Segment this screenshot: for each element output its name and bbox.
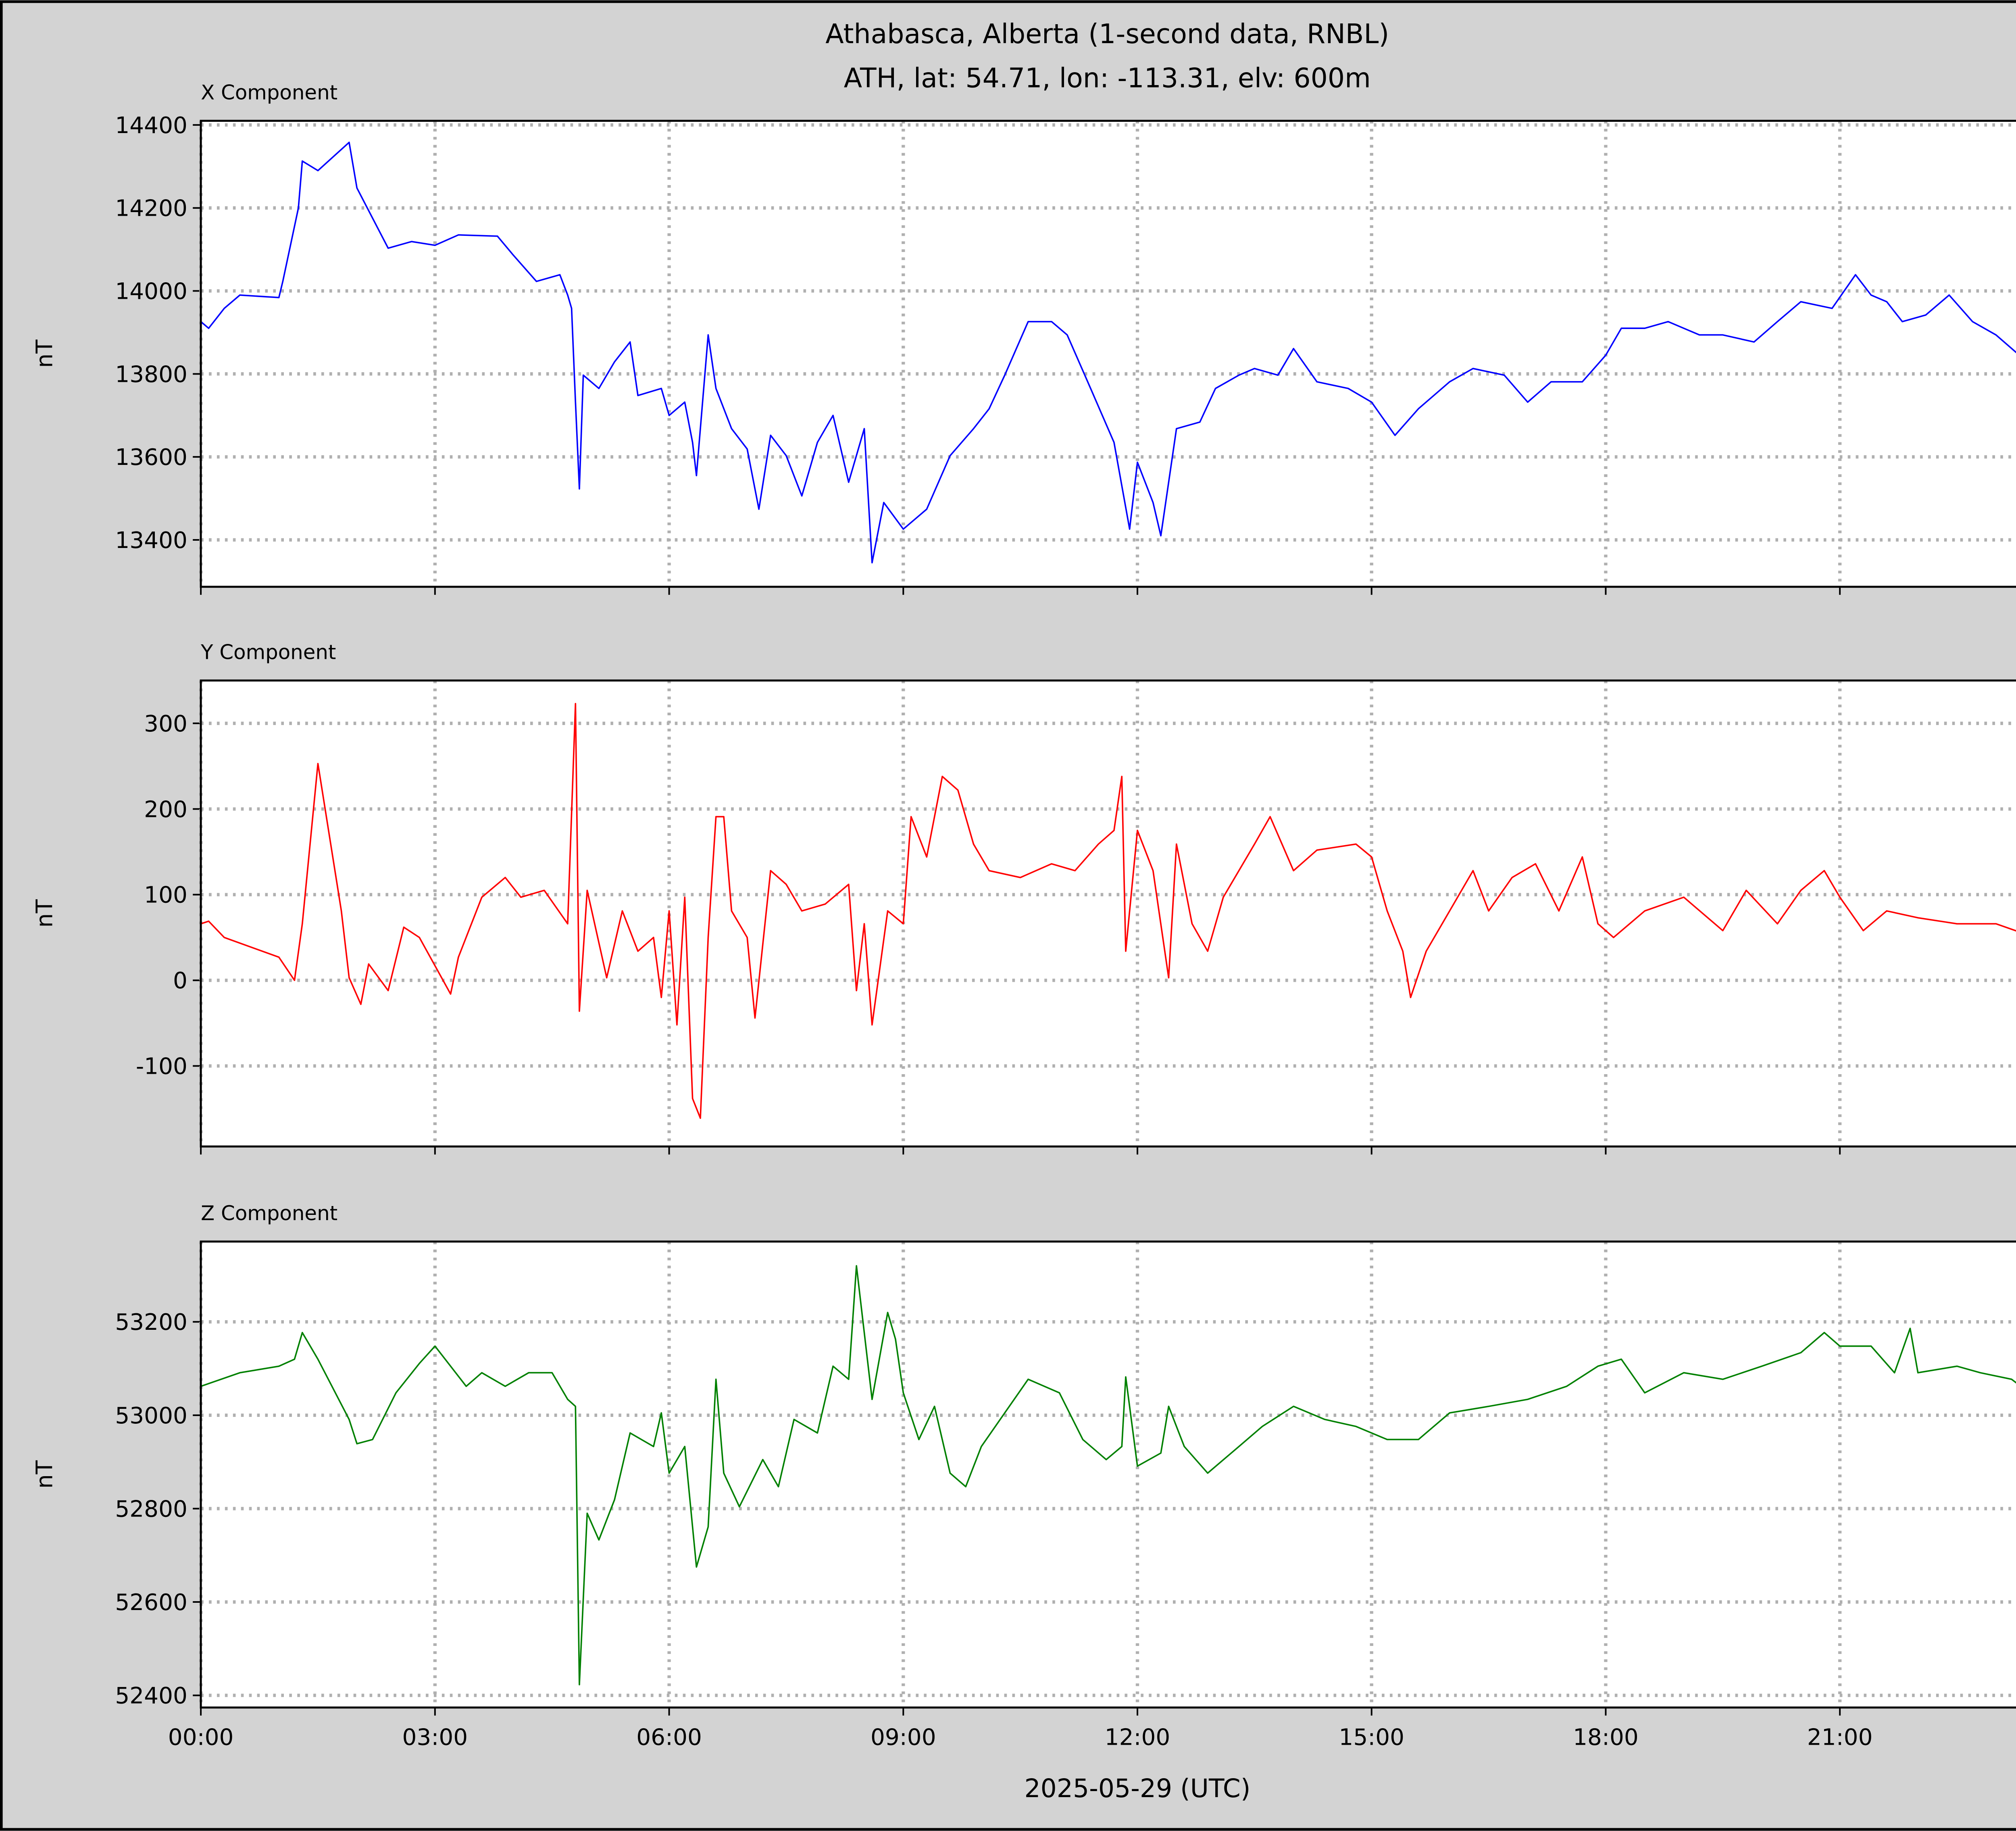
y-tick-label: 0 bbox=[173, 968, 187, 994]
y-tick-label: 300 bbox=[144, 711, 187, 737]
plot-frame bbox=[200, 120, 2016, 588]
y-tick-label: 14200 bbox=[115, 196, 187, 222]
y-tick-label: 13600 bbox=[115, 444, 187, 471]
data-line bbox=[200, 703, 2016, 1119]
y-tick-label: 52800 bbox=[115, 1496, 187, 1522]
y-tick-label: 13400 bbox=[115, 527, 187, 554]
x-tick-label: 15:00 bbox=[1339, 1725, 1404, 1751]
y-tick-label: 52600 bbox=[115, 1589, 187, 1616]
y-tick-label: 14000 bbox=[115, 278, 187, 304]
y-tick-label: 13800 bbox=[115, 361, 187, 387]
plot-area bbox=[201, 121, 2016, 587]
figure-subtitle: ATH, lat: 54.71, lon: -113.31, elv: 600m bbox=[844, 62, 1371, 94]
y-tick-label: -100 bbox=[136, 1054, 187, 1080]
x-tick-label: 09:00 bbox=[871, 1725, 936, 1751]
x-axis-label: 2025-05-29 (UTC) bbox=[1025, 1773, 1251, 1803]
plot-frame bbox=[200, 679, 2016, 1148]
figure-title: Athabasca, Alberta (1-second data, RNBL) bbox=[825, 18, 1389, 50]
y-tick-label: 200 bbox=[144, 796, 187, 823]
y-tick-label: 53000 bbox=[115, 1403, 187, 1429]
panel-title: Z Component bbox=[201, 1202, 337, 1225]
panel-title: X Component bbox=[201, 81, 337, 104]
x-tick-label: 06:00 bbox=[636, 1725, 702, 1751]
y-tick-label: 100 bbox=[144, 882, 187, 908]
y-axis-label: nT bbox=[32, 899, 58, 928]
y-tick-label: 52400 bbox=[115, 1683, 187, 1709]
y-axis-label: nT bbox=[32, 340, 58, 368]
plot-frame bbox=[200, 1240, 2016, 1709]
panel-title: Y Component bbox=[200, 641, 336, 664]
y-tick-label: 14400 bbox=[115, 112, 187, 139]
x-tick-label: 00:00 bbox=[168, 1725, 234, 1751]
y-axis-label: nT bbox=[32, 1460, 58, 1489]
x-tick-label: 12:00 bbox=[1105, 1725, 1170, 1751]
plot-area bbox=[201, 680, 2016, 1147]
x-tick-label: 21:00 bbox=[1807, 1725, 1873, 1751]
x-tick-label: 18:00 bbox=[1573, 1725, 1639, 1751]
data-line bbox=[200, 1265, 2016, 1685]
x-tick-label: 03:00 bbox=[402, 1725, 468, 1751]
plot-area bbox=[201, 1241, 2016, 1708]
y-tick-label: 53200 bbox=[115, 1309, 187, 1335]
data-line bbox=[200, 142, 2016, 564]
